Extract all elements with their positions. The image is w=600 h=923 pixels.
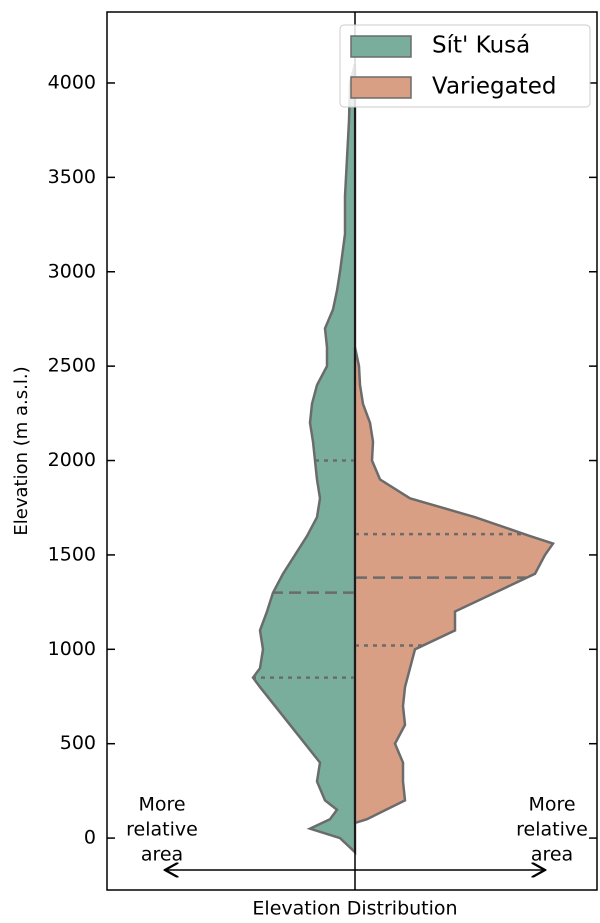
plot-frame bbox=[106, 11, 598, 891]
y-tick-label: 1000 bbox=[48, 638, 96, 660]
annotation: area bbox=[531, 844, 573, 866]
y-tick-label: 500 bbox=[60, 732, 96, 754]
x-axis-label: Elevation Distribution bbox=[252, 898, 457, 920]
violin-half bbox=[353, 347, 555, 825]
y-tick-label: 1500 bbox=[48, 543, 96, 565]
legend-label: Variegated bbox=[432, 74, 557, 100]
y-axis-label: Elevation (m a.s.l.) bbox=[11, 366, 32, 535]
y-tick-label: 4000 bbox=[48, 71, 96, 93]
violin-half bbox=[251, 63, 357, 856]
y-tick-label: 2000 bbox=[48, 449, 96, 471]
y-tick-label: 3000 bbox=[48, 260, 96, 282]
legend-swatch bbox=[350, 76, 412, 99]
annotation: More bbox=[528, 794, 575, 816]
annotation: area bbox=[141, 844, 183, 866]
annotation: relative bbox=[126, 819, 198, 841]
annotation: More bbox=[138, 794, 185, 816]
y-tick-label: 2500 bbox=[48, 355, 96, 377]
y-tick-label: 0 bbox=[84, 827, 96, 849]
legend-label: Sít' Kusá bbox=[432, 33, 530, 59]
legend-swatch bbox=[350, 35, 412, 58]
y-tick-label: 3500 bbox=[48, 166, 96, 188]
annotation: relative bbox=[516, 819, 588, 841]
